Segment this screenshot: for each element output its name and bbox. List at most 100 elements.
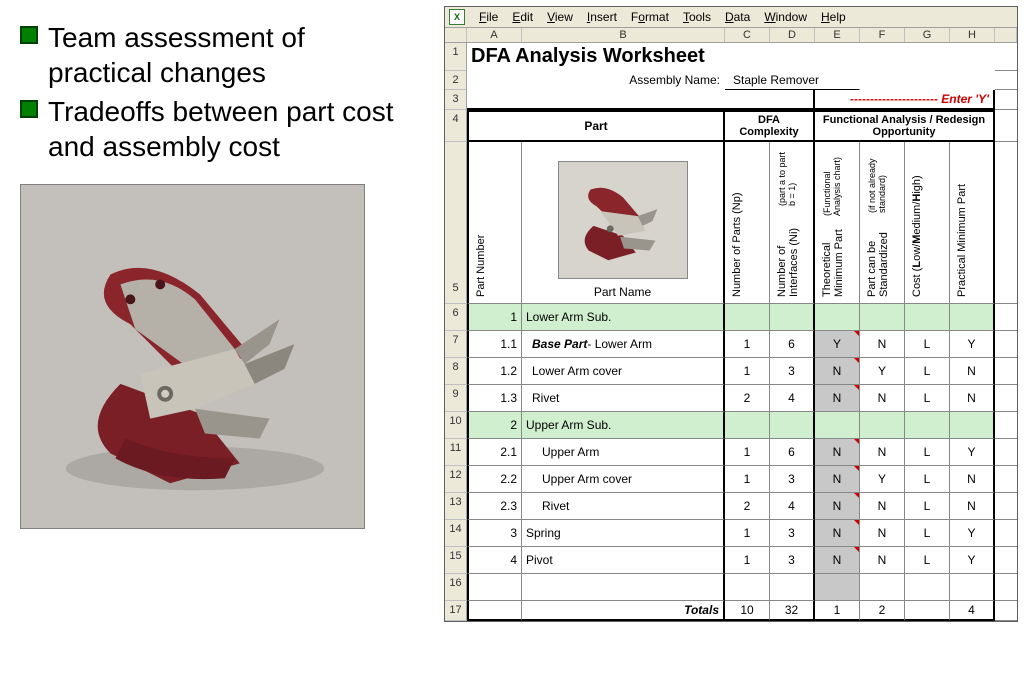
row-header[interactable]: 14 [445, 520, 467, 547]
col-label-np[interactable]: Number of Parts (Np) [725, 142, 770, 304]
part-name-cell[interactable]: Lower Arm Sub. [522, 304, 725, 331]
data-cell[interactable]: N [815, 385, 860, 412]
row-header[interactable]: 6 [445, 304, 467, 331]
totals-label[interactable]: Totals [522, 601, 725, 621]
worksheet-title[interactable]: DFA Analysis Worksheet [467, 43, 995, 71]
col-label-std[interactable]: Part can be Standardized(if not already … [860, 142, 905, 304]
col-header[interactable]: D [770, 28, 815, 42]
menu-insert[interactable]: Insert [587, 10, 617, 24]
data-cell[interactable]: N [860, 493, 905, 520]
part-number-cell[interactable]: 1 [467, 304, 522, 331]
data-cell[interactable]: L [905, 493, 950, 520]
menu-tools[interactable]: Tools [683, 10, 711, 24]
part-number-cell[interactable]: 1.1 [467, 331, 522, 358]
part-name-cell[interactable]: Base Part - Lower Arm [522, 331, 725, 358]
data-cell[interactable]: N [860, 439, 905, 466]
data-cell[interactable]: L [905, 331, 950, 358]
data-cell[interactable]: N [950, 466, 995, 493]
part-number-cell[interactable]: 2.2 [467, 466, 522, 493]
header-functional[interactable]: Functional Analysis / Redesign Opportuni… [815, 110, 995, 142]
data-cell[interactable]: 2 [725, 385, 770, 412]
data-cell[interactable] [860, 574, 905, 601]
data-cell[interactable]: L [905, 439, 950, 466]
totals-value[interactable]: 32 [770, 601, 815, 621]
data-cell[interactable]: Y [815, 331, 860, 358]
part-name-cell[interactable]: Rivet [522, 385, 725, 412]
header-dfa[interactable]: DFA Complexity [725, 110, 815, 142]
data-cell[interactable]: L [905, 358, 950, 385]
part-number-cell[interactable] [467, 574, 522, 601]
part-number-cell[interactable]: 3 [467, 520, 522, 547]
row-header[interactable]: 13 [445, 493, 467, 520]
part-name-cell[interactable]: Pivot [522, 547, 725, 574]
cell[interactable] [770, 412, 815, 439]
totals-value[interactable]: 1 [815, 601, 860, 621]
row-header[interactable]: 4 [445, 110, 467, 142]
row-header[interactable]: 5 [445, 142, 467, 304]
cell[interactable] [815, 304, 860, 331]
data-cell[interactable]: N [815, 493, 860, 520]
data-cell[interactable]: Y [950, 439, 995, 466]
data-cell[interactable]: Y [860, 358, 905, 385]
data-cell[interactable]: 1 [725, 358, 770, 385]
cell[interactable] [950, 304, 995, 331]
data-cell[interactable]: N [815, 358, 860, 385]
part-name-cell[interactable]: Upper Arm cover [522, 466, 725, 493]
col-header[interactable]: B [522, 28, 725, 42]
data-cell[interactable]: 1 [725, 520, 770, 547]
menu-view[interactable]: View [547, 10, 573, 24]
data-cell[interactable]: 1 [725, 547, 770, 574]
enter-y-hint[interactable]: ---------------------- Enter 'Y' [815, 90, 995, 110]
part-number-cell[interactable]: 2.1 [467, 439, 522, 466]
cell[interactable] [905, 412, 950, 439]
part-number-cell[interactable]: 2.3 [467, 493, 522, 520]
cell[interactable] [860, 412, 905, 439]
col-label-part-name[interactable]: Part Name [522, 142, 725, 304]
cell[interactable] [860, 71, 995, 90]
cell[interactable] [725, 412, 770, 439]
menu-help[interactable]: Help [821, 10, 846, 24]
cell[interactable] [467, 71, 522, 90]
part-name-cell[interactable]: Upper Arm [522, 439, 725, 466]
totals-value[interactable]: 4 [950, 601, 995, 621]
data-cell[interactable]: 3 [770, 547, 815, 574]
part-number-cell[interactable]: 1.2 [467, 358, 522, 385]
col-label-pmp[interactable]: Practical Minimum Part [950, 142, 995, 304]
data-cell[interactable] [905, 574, 950, 601]
cell[interactable] [467, 601, 522, 621]
part-name-cell[interactable]: Rivet [522, 493, 725, 520]
data-cell[interactable]: N [860, 385, 905, 412]
data-cell[interactable]: L [905, 385, 950, 412]
row-header[interactable]: 15 [445, 547, 467, 574]
part-number-cell[interactable]: 2 [467, 412, 522, 439]
cell[interactable] [770, 304, 815, 331]
data-cell[interactable]: Y [860, 466, 905, 493]
totals-value[interactable]: 2 [860, 601, 905, 621]
cell[interactable] [950, 412, 995, 439]
col-header[interactable]: F [860, 28, 905, 42]
col-header[interactable]: H [950, 28, 995, 42]
row-header[interactable]: 7 [445, 331, 467, 358]
col-header[interactable]: G [905, 28, 950, 42]
totals-value[interactable] [905, 601, 950, 621]
data-cell[interactable]: 3 [770, 520, 815, 547]
data-cell[interactable]: N [815, 547, 860, 574]
col-header[interactable]: A [467, 28, 522, 42]
data-cell[interactable]: Y [950, 520, 995, 547]
row-header[interactable]: 8 [445, 358, 467, 385]
col-label-tmp[interactable]: Theoretical Minimum Part(Functional Anal… [815, 142, 860, 304]
data-cell[interactable]: N [815, 439, 860, 466]
row-header[interactable]: 3 [445, 90, 467, 110]
menu-window[interactable]: Window [764, 10, 807, 24]
data-cell[interactable]: L [905, 466, 950, 493]
header-part[interactable]: Part [467, 110, 725, 142]
data-cell[interactable] [770, 574, 815, 601]
data-cell[interactable]: Y [950, 331, 995, 358]
data-cell[interactable]: 6 [770, 439, 815, 466]
data-cell[interactable]: 2 [725, 493, 770, 520]
row-header[interactable]: 11 [445, 439, 467, 466]
cell[interactable] [815, 412, 860, 439]
col-label-part-number[interactable]: Part Number [467, 142, 522, 304]
part-number-cell[interactable]: 4 [467, 547, 522, 574]
data-cell[interactable]: 3 [770, 358, 815, 385]
